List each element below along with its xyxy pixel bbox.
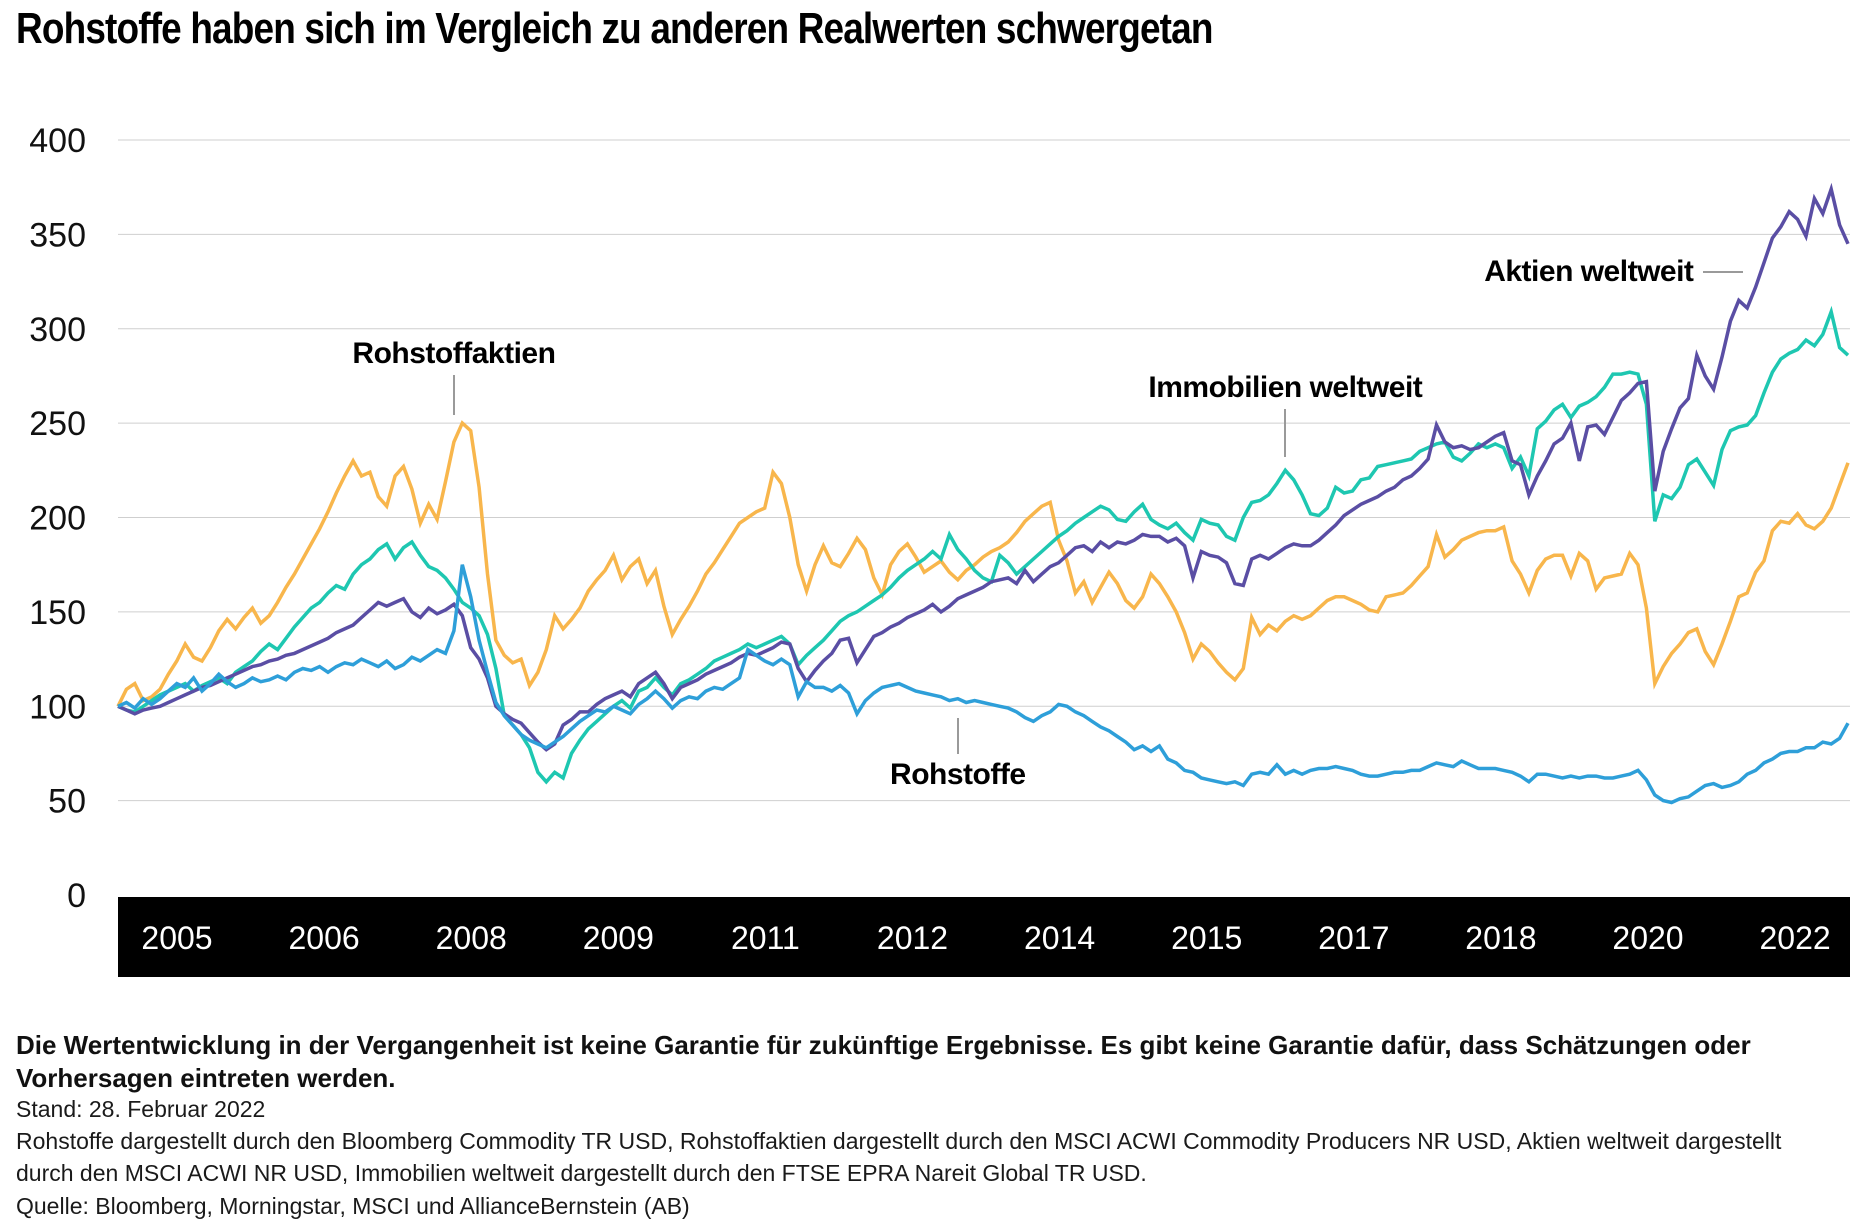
y-tick-label-50: 50 <box>48 783 86 821</box>
x-tick-label-2014: 2014 <box>1024 920 1095 956</box>
series-label-rohstoffe: Rohstoffe <box>890 758 1026 792</box>
x-tick-label-2017: 2017 <box>1318 920 1389 956</box>
leader-line-rohstoffaktien <box>452 375 455 416</box>
y-tick-label-250: 250 <box>29 405 86 443</box>
sources-line-1: Rohstoffe dargestellt durch den Bloomber… <box>16 1128 1782 1154</box>
y-tick-label-150: 150 <box>29 594 86 632</box>
chart-canvas: 0 50 100 150 200 250 300 350 400 2005 2006 2008 2009… <box>29 122 1850 977</box>
chart-plot: 0 50 100 150 200 250 300 350 400 2005 2006 2008 2009… <box>29 122 1850 977</box>
series-line-aktien <box>117 182 1850 752</box>
chart-title: Rohstoffe haben sich im Vergleich zu and… <box>16 4 1213 53</box>
source-credit: Quelle: Bloomberg, Morningstar, MSCI und… <box>16 1193 690 1219</box>
y-tick-label-350: 350 <box>29 216 86 254</box>
x-axis-band <box>118 897 1850 977</box>
x-tick-label-2020: 2020 <box>1612 920 1683 956</box>
y-tick-label-0: 0 <box>67 877 86 915</box>
y-tick-label-400: 400 <box>29 122 86 160</box>
series-label-immobilien-weltweit: Immobilien weltweit <box>1148 370 1423 404</box>
leader-line-rohstoffe <box>956 718 959 755</box>
x-tick-label-2006: 2006 <box>289 920 360 956</box>
as-of-date: Stand: 28. Februar 2022 <box>16 1096 266 1122</box>
series-line-immobilien <box>117 305 1850 785</box>
series-line-rohstoffe <box>117 564 1850 805</box>
x-tick-label-2005: 2005 <box>141 920 212 956</box>
series-line-rohstoffaktien <box>116 420 1850 708</box>
y-tick-label-300: 300 <box>29 311 86 349</box>
disclaimer-line-2: Vorhersagen eintreten werden. <box>16 1063 396 1093</box>
x-tick-label-2022: 2022 <box>1760 920 1831 956</box>
series-label-aktien-weltweit: Aktien weltweit <box>1484 255 1694 289</box>
x-tick-label-2018: 2018 <box>1465 920 1536 956</box>
y-tick-label-200: 200 <box>29 500 86 538</box>
sources-line-2: durch den MSCI ACWI NR USD, Immobilien w… <box>16 1160 1147 1186</box>
x-tick-label-2009: 2009 <box>583 920 654 956</box>
leader-line-immobilien-weltweit <box>1284 408 1287 457</box>
x-tick-label-2008: 2008 <box>436 920 507 956</box>
x-tick-label-2012: 2012 <box>877 920 948 956</box>
x-tick-label-2015: 2015 <box>1171 920 1242 956</box>
leader-line-aktien-weltweit <box>1703 271 1744 274</box>
y-tick-label-100: 100 <box>29 688 86 726</box>
series-label-rohstoffaktien: Rohstoffaktien <box>352 337 556 371</box>
x-tick-label-2011: 2011 <box>731 920 800 956</box>
disclaimer-line-1: Die Wertentwicklung in der Vergangenheit… <box>16 1030 1751 1060</box>
